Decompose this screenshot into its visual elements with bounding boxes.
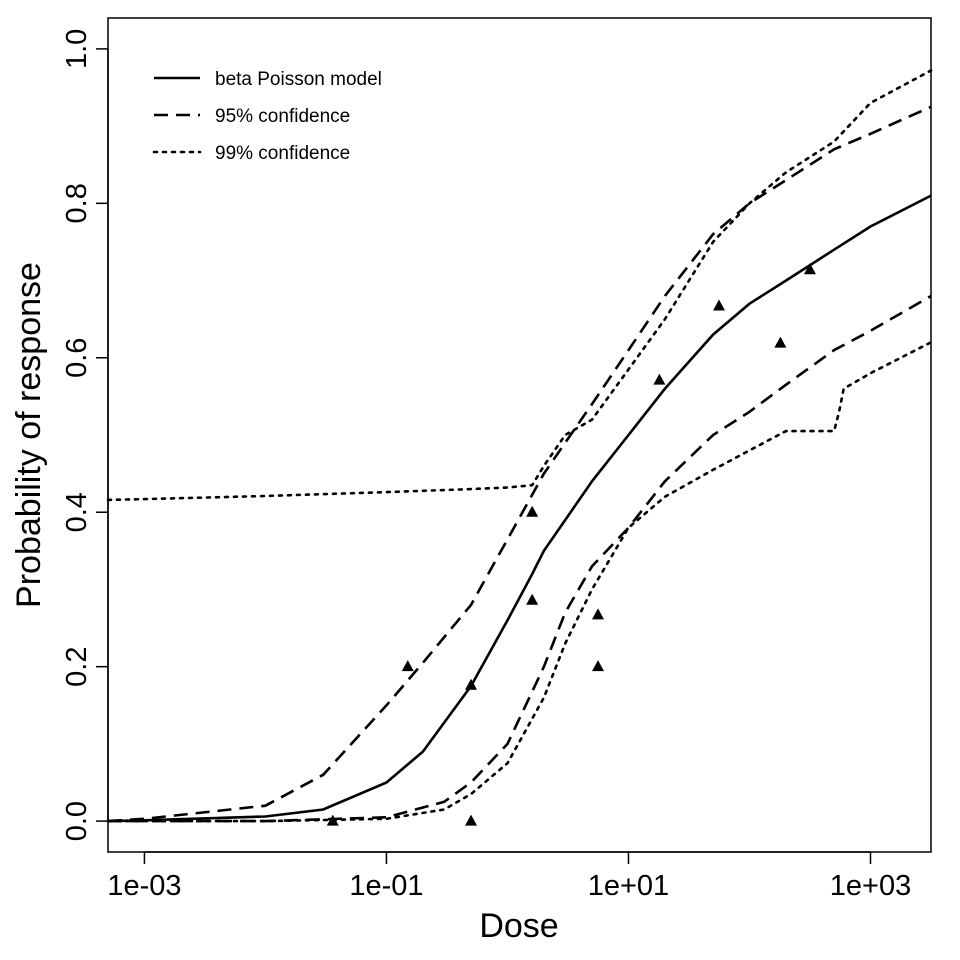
y-tick-label: 0.4	[61, 492, 93, 532]
x-axis-title: Dose	[479, 907, 558, 945]
legend: beta Poisson model 95% confidence 99% conf…	[152, 69, 382, 164]
y-tick-label: 0.2	[61, 647, 93, 687]
data-point-0	[326, 814, 339, 826]
data-point-4	[526, 593, 539, 605]
y-tick-label: 0.6	[61, 338, 93, 378]
x-tick-label: 1e-03	[107, 870, 181, 902]
curve-dotted-3	[106, 69, 933, 502]
y-axis: 0.0 0.2 0.4 0.6 0.8 1.0	[61, 29, 109, 841]
curve-dashed-1	[107, 105, 932, 823]
curve-solid-0	[107, 194, 932, 823]
legend-label: 99% confidence	[215, 143, 350, 164]
data-points	[326, 263, 816, 826]
data-point-1	[401, 660, 414, 672]
x-tick-label: 1e-01	[349, 870, 423, 902]
legend-label: 95% confidence	[215, 106, 350, 127]
data-point-10	[774, 336, 787, 348]
data-point-11	[803, 263, 816, 275]
x-tick-label: 1e+01	[588, 870, 669, 902]
data-point-3	[465, 814, 478, 826]
curve-dotted-4	[106, 341, 933, 823]
data-point-6	[592, 608, 605, 620]
curve-dashed-2	[108, 294, 932, 823]
y-axis-title: Probability of response	[10, 262, 48, 608]
x-axis: 1e-03 1e-01 1e+01 1e+03	[107, 851, 911, 902]
curves	[106, 69, 933, 823]
y-tick-label: 0.8	[61, 183, 93, 223]
data-point-7	[592, 660, 605, 672]
y-tick-label: 0.0	[61, 801, 93, 841]
data-point-9	[713, 299, 726, 311]
legend-label: beta Poisson model	[215, 69, 382, 90]
data-point-5	[526, 505, 539, 517]
x-tick-label: 1e+03	[830, 870, 911, 902]
y-tick-label: 1.0	[61, 29, 93, 69]
data-point-8	[653, 373, 666, 385]
data-point-2	[465, 678, 478, 690]
